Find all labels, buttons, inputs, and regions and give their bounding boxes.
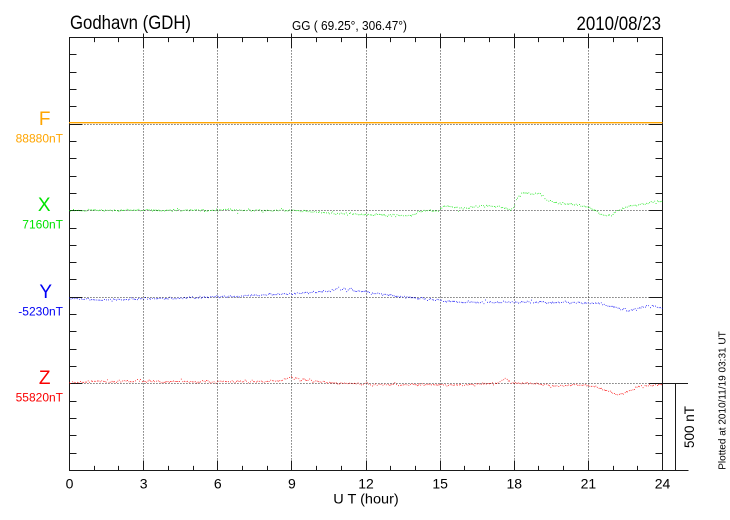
svg-text:9: 9 <box>288 475 296 491</box>
svg-text:F: F <box>39 109 51 130</box>
svg-text:X: X <box>38 195 51 216</box>
svg-text:0: 0 <box>66 475 74 491</box>
svg-text:U T (hour): U T (hour) <box>333 491 399 507</box>
svg-text:15: 15 <box>432 475 448 491</box>
svg-text:Plotted at 2010/11/19 03:31 UT: Plotted at 2010/11/19 03:31 UT <box>718 331 729 470</box>
svg-text:55820nT: 55820nT <box>16 390 64 404</box>
svg-text:-5230nT: -5230nT <box>18 304 63 318</box>
svg-text:GG ( 69.25°, 306.47°): GG ( 69.25°, 306.47°) <box>292 18 407 33</box>
svg-text:Y: Y <box>39 282 52 303</box>
svg-text:24: 24 <box>655 475 671 491</box>
svg-text:7160nT: 7160nT <box>22 217 63 231</box>
svg-text:Godhavn (GDH): Godhavn (GDH) <box>70 13 191 34</box>
svg-text:6: 6 <box>214 475 222 491</box>
svg-text:Z: Z <box>39 368 51 389</box>
svg-text:21: 21 <box>581 475 597 491</box>
svg-text:500 nT: 500 nT <box>682 406 697 448</box>
svg-text:2010/08/23: 2010/08/23 <box>577 14 662 35</box>
svg-text:18: 18 <box>506 475 522 491</box>
svg-text:88880nT: 88880nT <box>16 131 64 145</box>
svg-text:12: 12 <box>358 475 374 491</box>
svg-text:3: 3 <box>140 475 148 491</box>
